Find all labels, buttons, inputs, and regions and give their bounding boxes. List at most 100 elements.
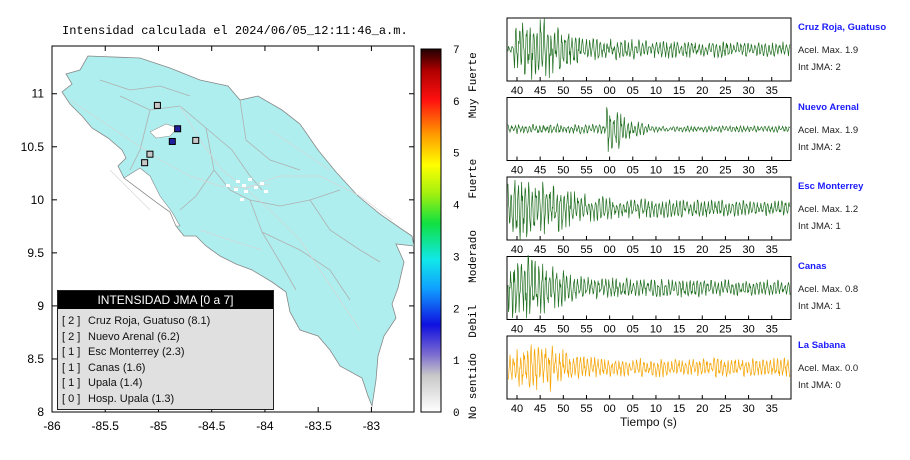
waveform-tick-label: 25 xyxy=(719,85,731,97)
waveform-tick-label: 25 xyxy=(719,165,731,177)
legend-item-level: [ 1 ] xyxy=(62,346,81,358)
legend-item: [ 0 ] Hosp. Upala (1.3) xyxy=(62,392,273,408)
waveform-tick-label: 35 xyxy=(766,165,778,177)
waveform-tick-label: 30 xyxy=(742,85,754,97)
station-legend: INTENSIDAD JMA [0 a 7] [ 2 ] Cruz Roja, G… xyxy=(57,290,274,410)
station-marker xyxy=(153,101,161,109)
waveform-tick-label: 40 xyxy=(511,403,523,415)
waveform-tick-label: 50 xyxy=(557,85,569,97)
lon-tick-label: -83.5 xyxy=(304,419,332,433)
waveform-tick-label: 20 xyxy=(696,85,708,97)
station-name: Nuevo Arenal xyxy=(798,101,859,113)
map-title: Intensidad calculada el 2024/06/05_12:11… xyxy=(62,24,408,38)
colorbar-category-label: Fuerte xyxy=(468,159,480,199)
waveform-trace xyxy=(507,179,791,240)
urban-area xyxy=(226,178,268,201)
map-axes: -86 -85.5 -85 -84.5 -84 -83.5 -83 8 8.5 9 9.5 10 10.… xyxy=(21,46,414,433)
legend-item: [ 2 ] Cruz Roja, Guatuso (8.1) xyxy=(62,314,273,330)
legend-item-label: Nuevo Arenal (6.2) xyxy=(88,330,180,343)
waveform-tick-label: 05 xyxy=(627,324,639,336)
waveform-tick-label: 10 xyxy=(650,85,662,97)
waveform-tick-label: 20 xyxy=(696,403,708,415)
waveform-panels: 40 45 50 55 00 05 10 15 20 25 30 35 40 45 50 55 00 05 10 15… xyxy=(506,17,792,415)
legend-item: [ 2 ] Nuevo Arenal (6.2) xyxy=(62,330,273,346)
colorbar-tick-label: 2 xyxy=(453,304,460,316)
station-max-accel: Acel. Max. 0.8 xyxy=(798,283,859,295)
waveform-tick-label: 40 xyxy=(511,165,523,177)
waveform-tick-label: 10 xyxy=(650,165,662,177)
waveform-panel xyxy=(506,176,792,241)
waveform-tick-label: 00 xyxy=(604,403,616,415)
waveform-tick-label: 10 xyxy=(650,403,662,415)
colorbar-tick-label: 4 xyxy=(453,201,460,213)
colorbar-tick-label: 1 xyxy=(453,356,460,368)
waveform-tick-label: 45 xyxy=(534,403,546,415)
lat-tick-label: 8 xyxy=(37,405,44,419)
lat-tick-label: 9 xyxy=(37,299,44,313)
costa-rica-land xyxy=(61,55,414,408)
waveform-tick-label: 55 xyxy=(580,244,592,256)
waveform-tick-label: 45 xyxy=(534,244,546,256)
waveform-tick-label: 50 xyxy=(557,244,569,256)
station-name: Esc Monterrey xyxy=(798,181,864,192)
station-max-accel: Acel. Max. 1.9 xyxy=(798,45,859,56)
waveform-tick-label: 30 xyxy=(742,165,754,177)
waveform-tick-label: 00 xyxy=(604,244,616,256)
waveform-tick-label: 25 xyxy=(719,324,731,336)
waveform-tick-label: 15 xyxy=(673,85,685,97)
station-jma-intensity: Int JMA: 0 xyxy=(798,380,841,391)
waveform-trace xyxy=(507,254,791,319)
station-jma-intensity: Int JMA: 1 xyxy=(798,221,841,232)
station-marker xyxy=(174,125,182,133)
lon-tick-label: -84 xyxy=(256,419,274,433)
lon-tick-label: -84.5 xyxy=(198,419,226,433)
waveform-tick-label: 20 xyxy=(696,165,708,177)
lake-arenal xyxy=(149,123,179,139)
lon-tick-label: -86 xyxy=(43,419,61,433)
waveform-tick-label: 50 xyxy=(557,324,569,336)
waveform-tick-label: 35 xyxy=(766,403,778,415)
station-max-accel: Acel. Max. 1.2 xyxy=(798,204,859,215)
waveform-tick-label: 00 xyxy=(604,85,616,97)
lon-tick-label: -85 xyxy=(150,419,168,433)
colorbar-tick-label: 6 xyxy=(453,97,460,109)
waveform-tick-label: 05 xyxy=(627,165,639,177)
station-jma-intensity: Int JMA: 2 xyxy=(798,62,841,73)
legend-item-level: [ 0 ] xyxy=(62,392,81,405)
waveform-tick-label: 15 xyxy=(673,324,685,336)
waveform-tick-label: 35 xyxy=(766,244,778,256)
legend-item: [ 1 ] Upala (1.4) xyxy=(62,376,273,392)
lon-tick-label: -85.5 xyxy=(92,419,120,433)
waveform-tick-label: 20 xyxy=(696,244,708,256)
waveform-tick-label: 05 xyxy=(627,244,639,256)
colorbar-category-label: No sentido xyxy=(468,353,480,419)
station-name: Canas xyxy=(798,260,827,272)
waveform-tick-label: 25 xyxy=(719,244,731,256)
legend-header: INTENSIDAD JMA [0 a 7] xyxy=(58,291,273,309)
station-marker xyxy=(141,159,149,167)
legend-item-level: [ 2 ] xyxy=(62,315,81,327)
station-name: La Sabana xyxy=(798,340,846,351)
lat-tick-label: 10 xyxy=(31,193,45,207)
waveform-trace xyxy=(507,107,791,152)
legend-list: [ 2 ] Cruz Roja, Guatuso (8.1) [ 2 ] Nuevo … xyxy=(58,309,273,407)
colorbar-tick-label: 5 xyxy=(453,149,460,161)
legend-item-level: [ 1 ] xyxy=(62,361,81,374)
waveform-tick-label: 45 xyxy=(534,165,546,177)
station-markers xyxy=(141,101,200,167)
station-info: La Sabana Acel. Max. 0.0 Int JMA: 0 xyxy=(798,340,908,391)
legend-item: [ 1 ] Canas (1.6) xyxy=(62,361,273,377)
waveform-tick-label: 25 xyxy=(719,403,731,415)
waveform-tick-label: 15 xyxy=(673,165,685,177)
waveform-tick-label: 30 xyxy=(742,324,754,336)
station-info: Esc Monterrey Acel. Max. 1.2 Int JMA: 1 xyxy=(798,181,908,232)
legend-item-label: Canas (1.6) xyxy=(88,361,146,374)
waveform-tick-label: 10 xyxy=(650,244,662,256)
waveform-tick-label: 05 xyxy=(627,85,639,97)
legend-item: [ 1 ] Esc Monterrey (2.3) xyxy=(62,345,273,361)
colorbar-tick-label: 3 xyxy=(453,252,460,264)
waveform-tick-label: 55 xyxy=(580,165,592,177)
waveform-tick-label: 35 xyxy=(766,85,778,97)
colorbar-tick-label: 0 xyxy=(453,408,460,420)
